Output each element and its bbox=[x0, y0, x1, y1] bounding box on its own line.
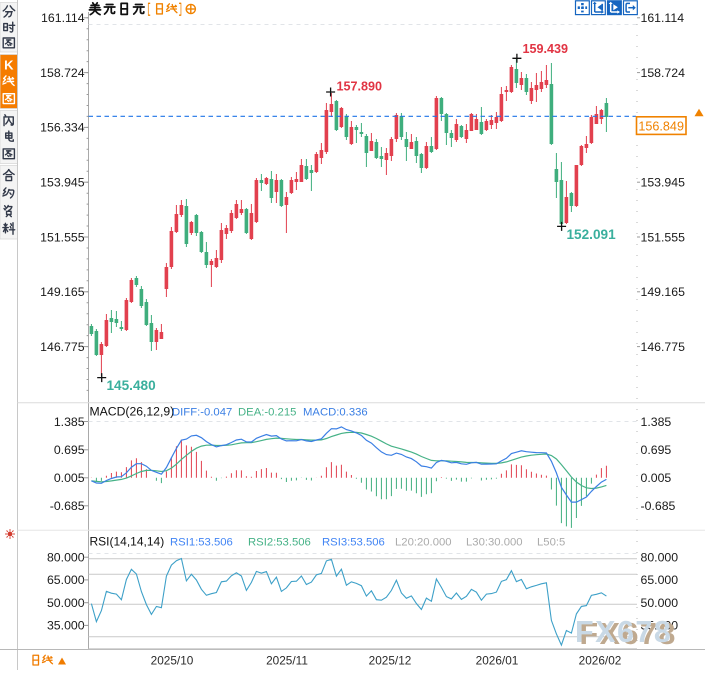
svg-text:158.724: 158.724 bbox=[40, 66, 85, 80]
svg-text:1.385: 1.385 bbox=[641, 415, 672, 429]
svg-text:2025/12: 2025/12 bbox=[369, 653, 412, 667]
svg-text:2026/01: 2026/01 bbox=[476, 653, 519, 667]
svg-text:RSI2:53.506: RSI2:53.506 bbox=[248, 537, 311, 549]
svg-text:151.555: 151.555 bbox=[40, 230, 85, 244]
svg-text:L20:20.000: L20:20.000 bbox=[395, 537, 452, 549]
svg-text:2026/02: 2026/02 bbox=[579, 653, 622, 667]
svg-text:65.000: 65.000 bbox=[47, 573, 85, 587]
svg-text:149.165: 149.165 bbox=[40, 285, 85, 299]
svg-text:80.000: 80.000 bbox=[47, 551, 85, 565]
svg-text:1.385: 1.385 bbox=[54, 415, 85, 429]
svg-text:-0.685: -0.685 bbox=[641, 499, 676, 513]
svg-text:RSI3:53.506: RSI3:53.506 bbox=[322, 537, 385, 549]
svg-text:149.165: 149.165 bbox=[641, 285, 686, 299]
svg-text:151.555: 151.555 bbox=[641, 230, 686, 244]
svg-text:153.945: 153.945 bbox=[641, 176, 686, 190]
svg-text:MACD:0.336: MACD:0.336 bbox=[303, 407, 368, 419]
svg-text:0.005: 0.005 bbox=[54, 471, 85, 485]
svg-text:146.775: 146.775 bbox=[641, 340, 686, 354]
svg-text:152.091: 152.091 bbox=[567, 227, 617, 242]
svg-text:0.695: 0.695 bbox=[641, 443, 672, 457]
svg-text:K: K bbox=[4, 58, 14, 73]
svg-text:146.775: 146.775 bbox=[40, 340, 85, 354]
svg-text:L50:5: L50:5 bbox=[537, 537, 565, 549]
svg-text:161.114: 161.114 bbox=[641, 11, 685, 25]
svg-text:145.480: 145.480 bbox=[107, 378, 156, 393]
svg-text:FX678: FX678 bbox=[575, 615, 672, 649]
svg-text:157.890: 157.890 bbox=[337, 79, 383, 93]
svg-text:159.439: 159.439 bbox=[523, 42, 569, 56]
svg-text:50.000: 50.000 bbox=[47, 596, 85, 610]
svg-text:2025/10: 2025/10 bbox=[151, 653, 194, 667]
svg-text:MACD(26,12,9): MACD(26,12,9) bbox=[90, 405, 175, 419]
svg-text:50.000: 50.000 bbox=[641, 596, 679, 610]
svg-text:156.334: 156.334 bbox=[40, 121, 85, 135]
svg-text:0.005: 0.005 bbox=[641, 471, 672, 485]
svg-text:-0.685: -0.685 bbox=[50, 499, 85, 513]
svg-text:153.945: 153.945 bbox=[40, 176, 85, 190]
svg-text:DEA:-0.215: DEA:-0.215 bbox=[238, 407, 296, 419]
svg-text:35.000: 35.000 bbox=[47, 619, 85, 633]
svg-text:L30:30.000: L30:30.000 bbox=[466, 537, 523, 549]
svg-text:156.849: 156.849 bbox=[638, 120, 684, 134]
svg-text:0.695: 0.695 bbox=[54, 443, 85, 457]
svg-text:161.114: 161.114 bbox=[41, 11, 85, 25]
svg-text:35.000: 35.000 bbox=[641, 619, 679, 633]
svg-text:158.724: 158.724 bbox=[641, 66, 686, 80]
svg-text:80.000: 80.000 bbox=[641, 551, 679, 565]
svg-text:65.000: 65.000 bbox=[641, 573, 679, 587]
svg-text:FX678: FX678 bbox=[580, 617, 677, 651]
svg-text:RSI(14,14,14): RSI(14,14,14) bbox=[90, 535, 165, 549]
svg-text:2025/11: 2025/11 bbox=[266, 653, 308, 667]
svg-text:RSI1:53.506: RSI1:53.506 bbox=[170, 537, 233, 549]
svg-text:DIFF:-0.047: DIFF:-0.047 bbox=[172, 407, 232, 419]
